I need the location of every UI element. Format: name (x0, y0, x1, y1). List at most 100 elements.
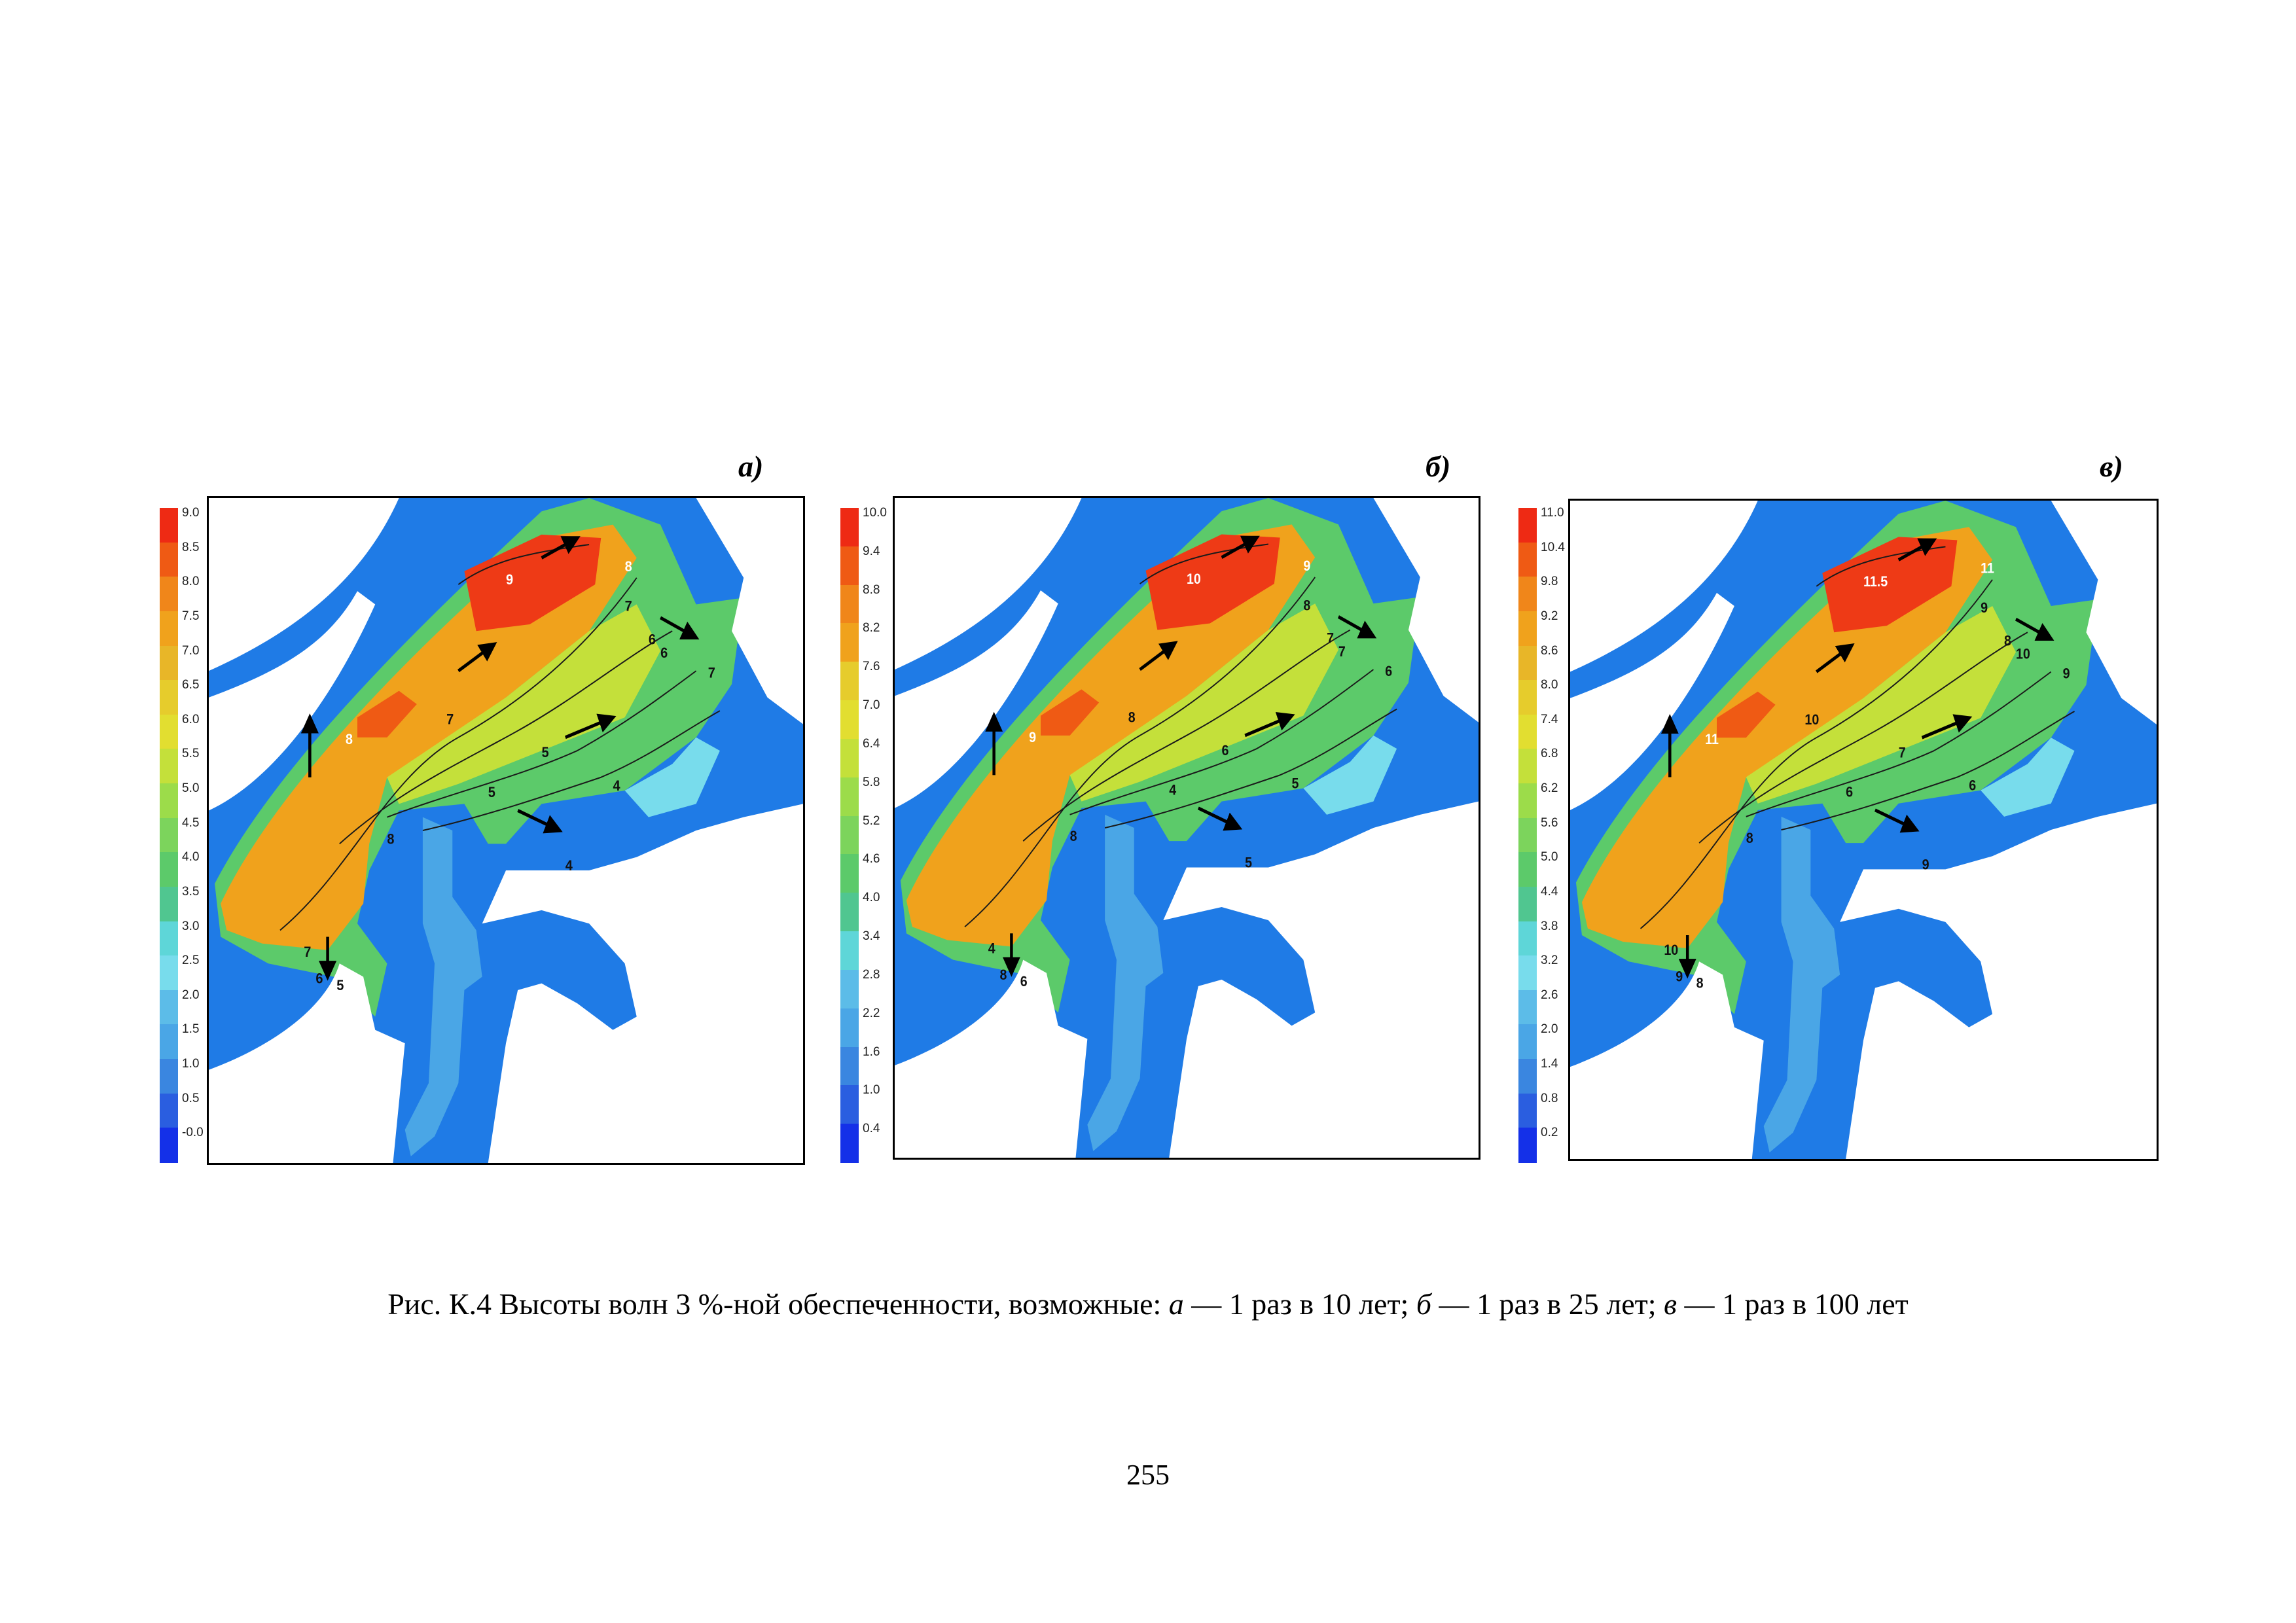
direction-arrow (660, 616, 700, 640)
legend-swatch (1518, 611, 1537, 647)
contour-label: 8 (1303, 597, 1310, 613)
direction-arrow (1221, 535, 1260, 559)
legend-tick: -0.0 (182, 1126, 204, 1140)
legend-swatch (160, 955, 178, 991)
legend-tick: 5.2 (863, 813, 880, 828)
direction-arrow (541, 536, 581, 560)
main-basin-high (1581, 527, 1993, 949)
contour-line (964, 577, 1316, 928)
northeast-land (1373, 498, 1479, 722)
legend-swatch (840, 508, 859, 547)
contour-label: 5 (1245, 855, 1252, 870)
legend-swatch (840, 777, 859, 817)
legend-tick: 8.5 (182, 540, 200, 554)
contour-label: 6 (1385, 664, 1392, 679)
contour-label: 4 (565, 858, 573, 874)
direction-arrow (1921, 714, 1973, 740)
wave-height-map-b: 10 9 9 8 8 7 6 5 4 8 6 5 4 7 6 8 (893, 496, 1480, 1160)
legend-tick: 9.8 (1541, 575, 1558, 589)
legend-tick: 4.0 (182, 850, 200, 865)
caption-a-text: — 1 раз в 10 лет; (1183, 1287, 1416, 1321)
legend-tick: 1.0 (863, 1083, 880, 1097)
legend-tick: 5.6 (1541, 815, 1558, 830)
legend-swatch (160, 990, 178, 1026)
contour-line (1781, 711, 2075, 830)
legend-swatch (160, 1093, 178, 1129)
legend-tick: 4.4 (1541, 884, 1558, 899)
direction-arrow (1244, 711, 1295, 738)
contour-label: 9 (1676, 969, 1683, 984)
contour-label: 4 (613, 778, 620, 794)
legend-swatch (1518, 645, 1537, 681)
legend-tick: 2.6 (1541, 988, 1558, 1002)
direction-arrow (2015, 617, 2054, 641)
legend-swatch (840, 893, 859, 933)
legend-tick: 7.4 (1541, 712, 1558, 726)
legend-tick: 3.5 (182, 884, 200, 899)
contour-label: 8 (1070, 829, 1077, 844)
contour-label: 6 (660, 645, 668, 661)
legend-tick: 2.8 (863, 967, 880, 982)
contour-label: 6 (1846, 785, 1853, 800)
legend-tick: 0.8 (1541, 1091, 1558, 1105)
legend-tick: 7.0 (863, 698, 880, 713)
contour-label: 5 (541, 745, 548, 760)
panel-label-c: в) (2100, 450, 2123, 483)
legend-swatch (1518, 1024, 1537, 1060)
page-number: 255 (1126, 1459, 1170, 1491)
legend-swatch (160, 542, 178, 578)
contour-label: 5 (1292, 776, 1299, 791)
contour-line (1069, 669, 1374, 815)
mid-zone (1746, 605, 2016, 804)
river-channel (404, 817, 482, 1156)
contour-label: 8 (1000, 967, 1007, 983)
legend-swatch (1518, 508, 1537, 543)
panel-label-b: б) (1426, 450, 1451, 483)
legend-swatch (1518, 1128, 1537, 1163)
legend-swatch (840, 623, 859, 663)
southeast-land (1840, 803, 2157, 1159)
contour-label: 8 (625, 559, 632, 575)
legend-swatch (160, 817, 178, 853)
legend-swatch (160, 577, 178, 612)
legend-swatch (160, 921, 178, 957)
contour-label: 7 (446, 711, 454, 727)
contour-label: 8 (1746, 830, 1753, 846)
peak-zone (464, 534, 601, 632)
legend-swatch (160, 852, 178, 887)
legend-tick: 9.2 (1541, 609, 1558, 623)
contour-line (1022, 629, 1351, 842)
northwest-land (895, 498, 1082, 670)
legend-swatch (840, 700, 859, 740)
legend-tick: 2.2 (863, 1006, 880, 1020)
contour-line (339, 630, 673, 845)
legend-swatch (160, 508, 178, 543)
legend-swatch (840, 1085, 859, 1125)
contour-label: 8 (1128, 710, 1136, 726)
legend-swatch (1518, 714, 1537, 750)
legend-swatch (1518, 955, 1537, 991)
caption-a-letter: а (1168, 1287, 1184, 1321)
main-basin-high (906, 524, 1316, 947)
direction-arrow (1816, 643, 1855, 673)
legend-swatch (160, 714, 178, 750)
east-inlet (624, 737, 720, 817)
legend-swatch (160, 1059, 178, 1094)
contour-label: 11 (1981, 561, 1994, 577)
contour-label: 9 (1303, 558, 1310, 574)
contour-line (422, 710, 721, 831)
direction-arrow (517, 809, 563, 834)
direction-arrow (1337, 615, 1377, 639)
legend-tick: 3.2 (1541, 954, 1558, 968)
legend-swatch (1518, 990, 1537, 1026)
legend-tick: 9.0 (182, 506, 200, 520)
southwest-land (895, 959, 1088, 1158)
contour-label: 6 (1020, 974, 1028, 990)
legend-tick: 8.8 (863, 582, 880, 597)
contour-label: 10 (1804, 712, 1819, 728)
second-peak (1717, 691, 1776, 738)
legend-swatch (840, 1008, 859, 1048)
west-land (895, 590, 1058, 808)
legend-swatch (840, 738, 859, 778)
